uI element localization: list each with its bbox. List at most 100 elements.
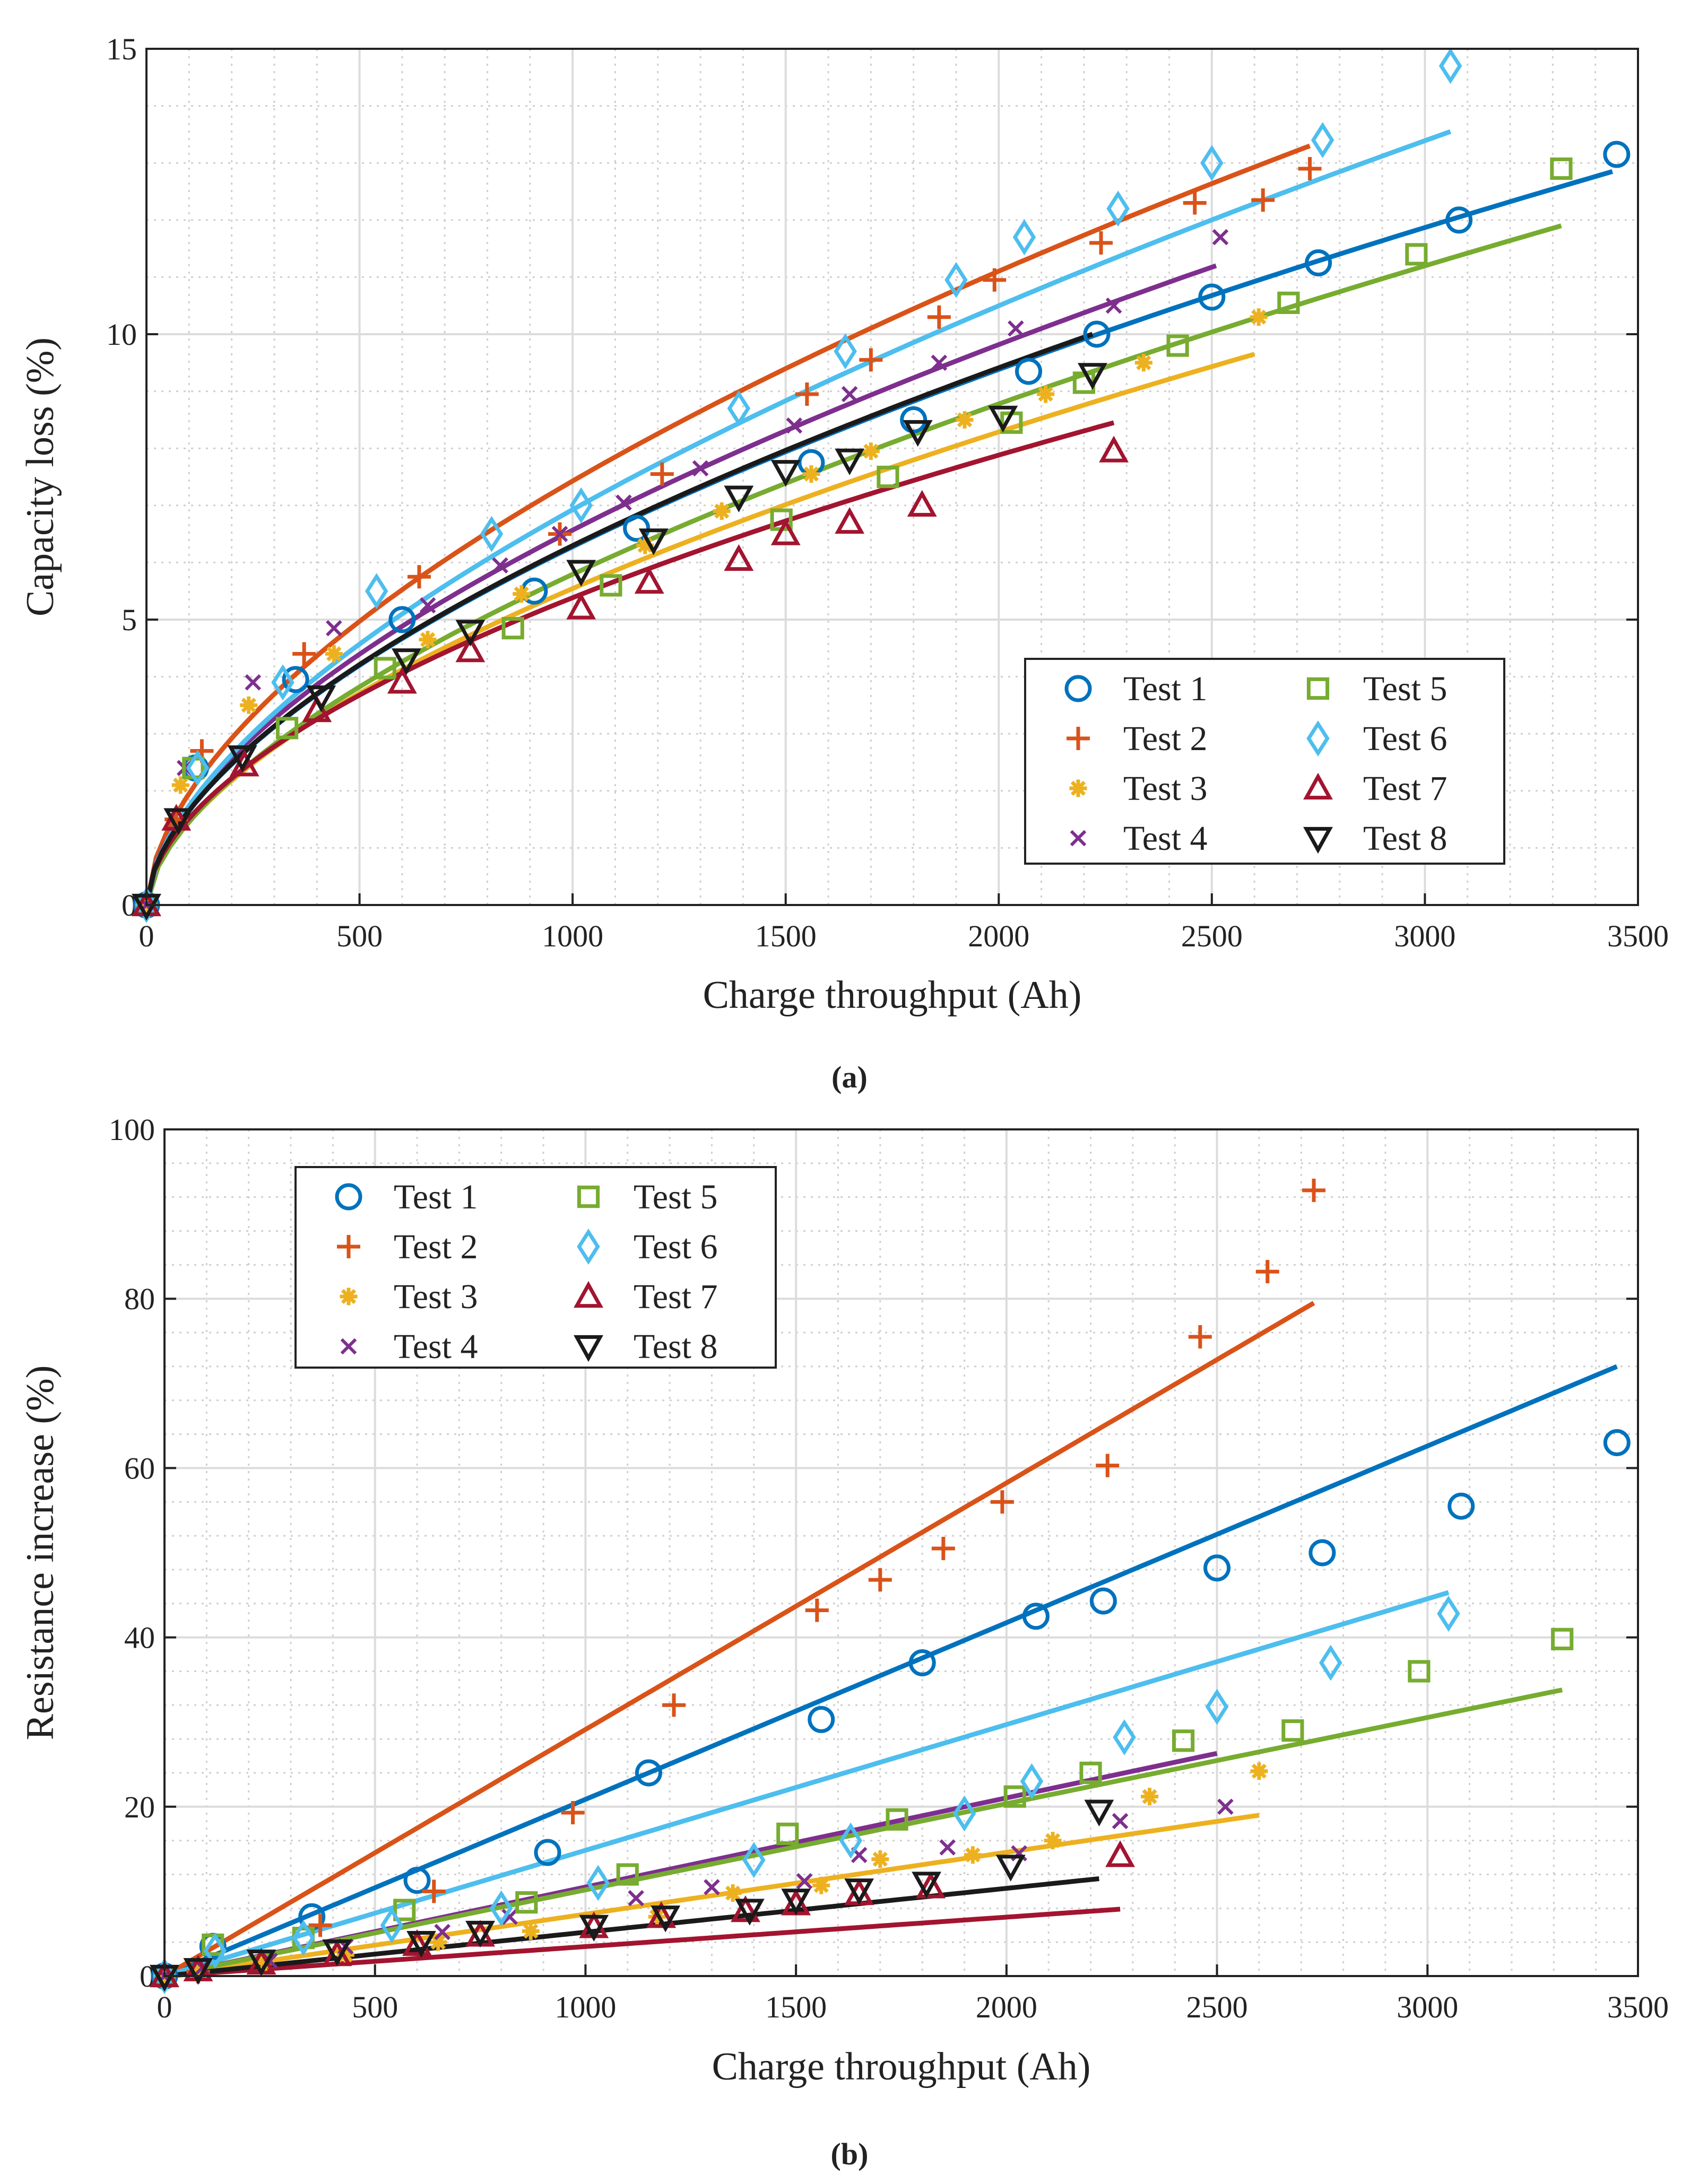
data-point xyxy=(1015,358,1043,385)
series-test-4 xyxy=(138,229,1229,913)
data-point xyxy=(561,1800,585,1824)
series-test-5 xyxy=(135,157,1573,917)
data-point xyxy=(429,1933,447,1951)
data-point xyxy=(480,516,504,552)
data-point xyxy=(1089,231,1113,255)
x-tick-label: 3000 xyxy=(1397,1990,1458,2024)
data-point xyxy=(186,750,210,786)
data-point xyxy=(1319,1644,1342,1681)
data-point xyxy=(835,507,865,534)
series-test-3 xyxy=(137,308,1268,914)
y-tick-label: 100 xyxy=(109,1112,155,1147)
data-point xyxy=(1044,1832,1062,1850)
data-point xyxy=(988,405,1018,433)
data-point xyxy=(322,1939,352,1967)
legend-label: Test 7 xyxy=(634,1277,718,1316)
data-point xyxy=(292,1920,315,1956)
data-point xyxy=(465,1920,496,1948)
data-point xyxy=(534,1839,561,1866)
data-point xyxy=(1255,1260,1279,1284)
data-point xyxy=(802,465,820,483)
legend-label: Test 3 xyxy=(1123,769,1208,808)
y-tick-label: 20 xyxy=(124,1790,155,1824)
data-point xyxy=(844,1878,874,1905)
legend-marker xyxy=(1303,772,1333,800)
data-point xyxy=(365,573,388,610)
data-point xyxy=(275,717,299,739)
data-point xyxy=(727,390,751,427)
fit-line-test-2 xyxy=(163,1301,1315,1978)
data-point xyxy=(1405,243,1428,266)
y-tick-label: 80 xyxy=(124,1282,155,1316)
data-point xyxy=(859,348,883,372)
legend-label: Test 5 xyxy=(1363,669,1447,708)
data-point xyxy=(776,1822,799,1845)
data-point xyxy=(455,635,486,663)
legend-label: Test 1 xyxy=(394,1178,478,1216)
data-point xyxy=(240,696,258,714)
data-point xyxy=(600,574,622,597)
data-point xyxy=(227,745,257,772)
data-point xyxy=(403,1867,431,1894)
panel-caption: (a) xyxy=(831,1060,868,1094)
data-point xyxy=(964,1846,982,1864)
legend-marker xyxy=(335,1183,362,1211)
x-tick-label: 2000 xyxy=(968,919,1029,953)
plot-frame xyxy=(145,48,1639,906)
data-point xyxy=(868,1568,892,1592)
legend-marker xyxy=(340,1338,357,1355)
data-point xyxy=(489,1890,513,1927)
y-tick-label: 5 xyxy=(122,603,137,637)
data-point xyxy=(245,674,262,691)
x-tick-label: 3500 xyxy=(1607,919,1669,953)
data-point xyxy=(628,1890,644,1907)
legend-marker xyxy=(1064,675,1092,702)
data-point xyxy=(1089,1587,1117,1615)
legend-label: Test 8 xyxy=(1363,819,1447,858)
fit-line-test-6 xyxy=(163,1590,1450,1979)
data-point xyxy=(1113,1719,1136,1755)
data-point xyxy=(724,485,754,512)
data-point xyxy=(912,1872,942,1899)
data-point xyxy=(871,1850,889,1868)
data-point xyxy=(515,1891,538,1914)
data-point xyxy=(903,420,933,447)
data-point xyxy=(704,1879,720,1895)
data-point xyxy=(393,1899,416,1921)
x-tick-label: 500 xyxy=(336,919,383,953)
data-point xyxy=(388,606,416,633)
data-point xyxy=(308,1913,332,1937)
data-point xyxy=(501,1908,518,1925)
data-point xyxy=(391,648,421,675)
data-point xyxy=(1437,1595,1460,1632)
x-tick-label: 500 xyxy=(352,1990,398,2024)
legend-marker xyxy=(1306,677,1330,700)
data-point xyxy=(387,667,417,694)
panel-b-resistance-increase: 0 500 1000 1500 2000 2500 3000 3500020406080100… xyxy=(19,1112,1669,2171)
data-point xyxy=(551,526,568,542)
data-point xyxy=(569,487,593,524)
y-axis-label: Resistance increase (%) xyxy=(19,1365,62,1741)
data-point xyxy=(434,1924,450,1941)
data-point xyxy=(931,354,948,371)
data-point xyxy=(931,1537,955,1561)
data-point xyxy=(862,442,880,460)
legend-label: Test 4 xyxy=(1123,819,1208,858)
data-point xyxy=(662,1693,686,1717)
data-point xyxy=(616,1863,639,1886)
data-point xyxy=(1212,229,1229,246)
data-point xyxy=(171,776,189,794)
data-point xyxy=(781,1889,811,1916)
data-point xyxy=(163,808,194,835)
x-axis-label: Charge throughput (Ah) xyxy=(703,973,1082,1017)
data-point xyxy=(638,528,669,555)
data-point xyxy=(886,1808,908,1831)
series-test-8 xyxy=(150,1799,1114,1992)
data-point xyxy=(1550,157,1573,180)
data-point xyxy=(990,1490,1014,1514)
data-point xyxy=(1099,436,1129,463)
data-point xyxy=(513,585,531,603)
data-point xyxy=(1200,145,1224,181)
legend-label: Test 2 xyxy=(1123,719,1208,758)
legend-marker xyxy=(1069,779,1087,797)
